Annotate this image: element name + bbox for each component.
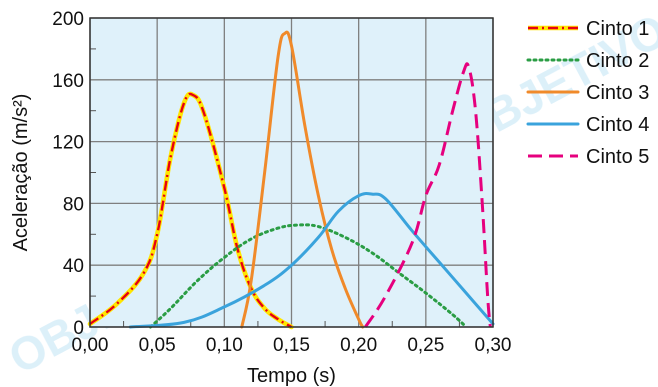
- x-tick-label: 0,10: [206, 335, 243, 356]
- x-axis-label: Tempo (s): [247, 365, 336, 387]
- x-tick-label: 0,15: [273, 335, 310, 356]
- legend-label-cinto-1: Cinto 1: [586, 18, 649, 40]
- x-tick-label: 0,00: [72, 335, 109, 356]
- series-layer: [87, 30, 495, 330]
- x-tick-label: 0,20: [340, 335, 377, 356]
- x-tick-label: 0,30: [475, 335, 512, 356]
- y-axis-label: Aceleração (m/s²): [10, 94, 32, 252]
- y-tick-label: 40: [63, 256, 84, 277]
- legend: Cinto 1 Cinto 2 Cinto 3 Cinto 4 Cinto 5: [526, 18, 649, 168]
- x-tick-label: 0,05: [139, 335, 176, 356]
- x-tick-label: 0,25: [407, 335, 444, 356]
- y-tick-label: 160: [52, 71, 84, 92]
- plot-border: [89, 17, 494, 328]
- legend-label-cinto-2: Cinto 2: [586, 50, 649, 72]
- y-axis-ticks: 0 40 80 120 160 200: [52, 9, 84, 339]
- series-line-cinto-2: [148, 223, 468, 329]
- x-axis-ticks: 0,00 0,05 0,10 0,15 0,20 0,25 0,30: [72, 335, 512, 356]
- legend-label-cinto-3: Cinto 3: [586, 82, 649, 104]
- legend-label-cinto-4: Cinto 4: [586, 114, 649, 136]
- y-tick-label: 200: [52, 9, 84, 30]
- series-line-cinto-1: [89, 92, 293, 329]
- y-tick-label: 80: [63, 194, 84, 215]
- legend-label-cinto-5: Cinto 5: [586, 146, 649, 168]
- series-line-cinto-3: [240, 30, 365, 329]
- series-line-cinto-4: [128, 192, 495, 329]
- series-line-cinto-5: [364, 62, 492, 328]
- y-tick-label: 0: [73, 318, 84, 339]
- y-tick-label: 120: [52, 133, 84, 154]
